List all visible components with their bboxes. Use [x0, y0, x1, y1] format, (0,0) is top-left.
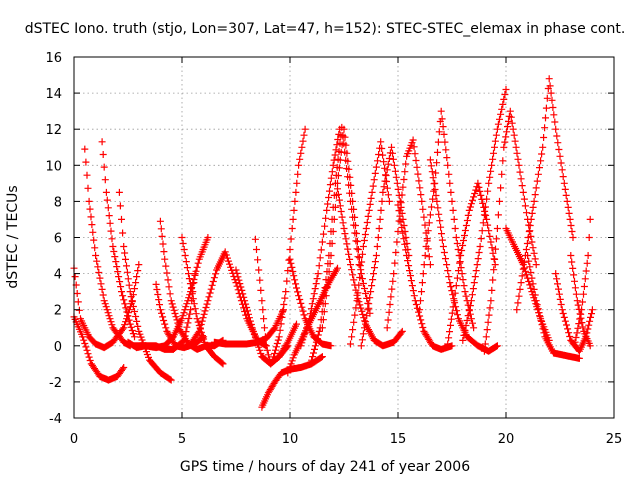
series-29: [459, 86, 510, 344]
axis-ticks: 0 5 10 15 20 25 -4 -2 0 2 4 6 8 10 12 14 16: [45, 51, 622, 447]
series-30: [480, 107, 540, 355]
series-13: [251, 235, 292, 368]
y-tick-label: -2: [49, 376, 62, 391]
series-points: [297, 125, 344, 350]
y-tick-label: 16: [45, 51, 62, 66]
y-tick-label: 12: [45, 123, 62, 138]
series-26: [416, 107, 478, 332]
data-points: [70, 75, 596, 411]
series-points: [318, 125, 374, 332]
x-tick-label: 10: [282, 432, 299, 447]
series-points: [251, 235, 292, 368]
series-points: [81, 145, 134, 350]
series-24: [383, 136, 434, 332]
series-points: [383, 136, 434, 332]
series-18: [297, 125, 344, 350]
series-points: [115, 188, 175, 384]
series-points: [524, 252, 583, 362]
y-axis-label: dSTEC / TECUs: [5, 185, 21, 288]
series-36: [571, 215, 594, 346]
series-32: [513, 75, 577, 314]
x-tick-label: 25: [606, 432, 623, 447]
series-points: [571, 215, 594, 346]
y-tick-label: 4: [54, 268, 62, 283]
x-tick-label: 0: [70, 432, 78, 447]
y-tick-label: 14: [45, 87, 62, 102]
series-11: [210, 306, 287, 348]
y-tick-label: 2: [54, 304, 62, 319]
series-15: [269, 125, 309, 364]
series-points: [269, 125, 309, 364]
x-tick-label: 20: [498, 432, 515, 447]
y-tick-label: -4: [49, 412, 62, 427]
series-points: [513, 75, 577, 314]
series-points: [416, 107, 478, 332]
series-points: [394, 201, 456, 353]
x-tick-label: 15: [390, 432, 407, 447]
series-points: [459, 86, 510, 344]
y-tick-label: 0: [54, 340, 62, 355]
series-33: [524, 252, 583, 362]
y-tick-label: 10: [45, 159, 62, 174]
x-axis-label: GPS time / hours of day 241 of year 2006: [180, 459, 470, 475]
series-points: [98, 138, 138, 341]
series-20: [318, 125, 374, 332]
chart-title: dSTEC Iono. truth (stjo, Lon=307, Lat=47…: [25, 21, 626, 37]
x-tick-label: 5: [178, 432, 186, 447]
series-2: [81, 145, 134, 350]
series-points: [426, 156, 501, 355]
y-tick-label: 8: [54, 195, 62, 210]
series-points: [210, 306, 287, 348]
y-tick-label: 6: [54, 232, 62, 247]
series-3: [98, 138, 138, 341]
series-25: [394, 201, 456, 353]
series-points: [480, 107, 540, 355]
series-4: [115, 188, 175, 384]
series-27: [426, 156, 501, 355]
